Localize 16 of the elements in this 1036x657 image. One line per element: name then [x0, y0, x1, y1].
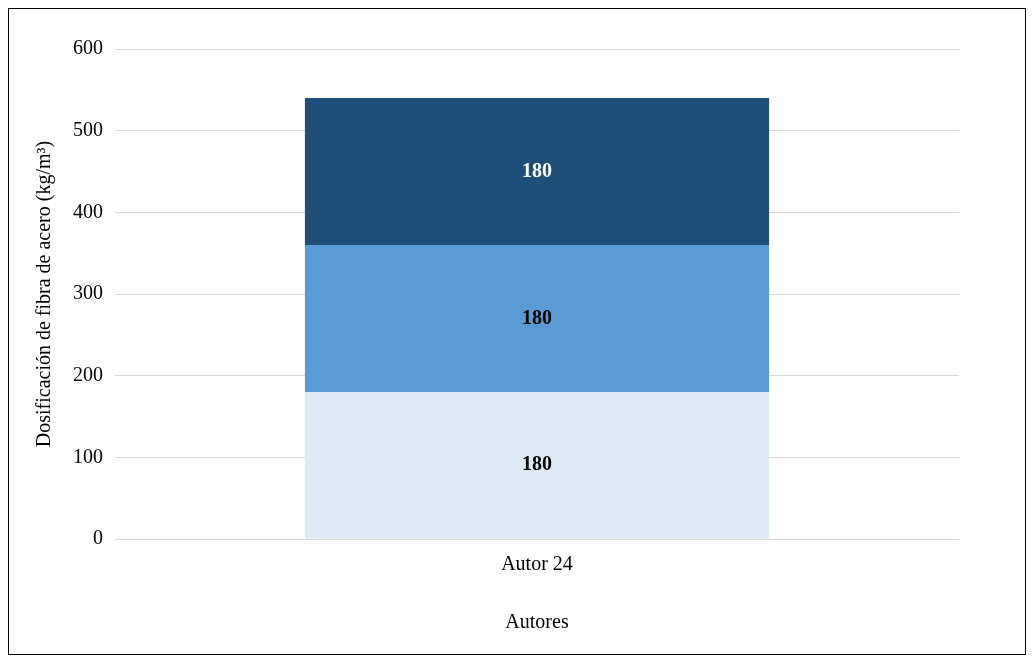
y-tick-label: 500 [73, 117, 103, 140]
y-axis-title: Dosificación de fibra de acero (kg/m³) [32, 140, 56, 448]
data-label: 180 [522, 452, 552, 475]
data-label: 180 [522, 305, 552, 328]
y-tick-label: 200 [73, 362, 103, 385]
data-label: 180 [522, 158, 552, 181]
x-tick-label: Autor 24 [501, 552, 573, 575]
x-axis-title: Autores [505, 610, 569, 633]
y-tick-label: 100 [73, 444, 103, 467]
y-tick-label: 300 [73, 281, 103, 304]
bar [304, 392, 770, 539]
bar [304, 98, 770, 245]
y-tick-label: 600 [73, 36, 103, 59]
y-tick-label: 0 [93, 526, 103, 549]
bar [304, 245, 770, 392]
y-tick-label: 400 [73, 199, 103, 222]
